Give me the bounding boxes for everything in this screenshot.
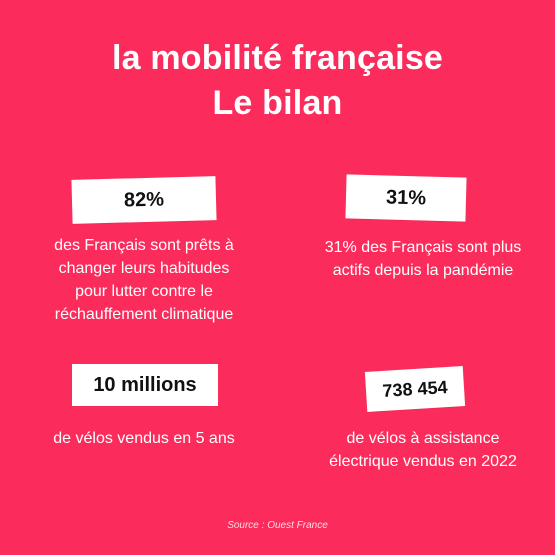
stat-box-10-millions: 10 millions xyxy=(72,364,218,406)
stat-value: 82% xyxy=(123,188,165,212)
source-credit: Source : Ouest France xyxy=(227,520,328,531)
stat-box-31-percent: 31% xyxy=(345,174,467,222)
stat-description-4: de vélos à assistance électrique vendus … xyxy=(290,427,555,473)
title-line-2: Le bilan xyxy=(212,84,343,122)
stat-description-line: changer leurs habitudes xyxy=(58,260,230,277)
stat-description-3: de vélos vendus en 5 ans xyxy=(20,427,268,450)
stat-description-line: de vélos vendus en 5 ans xyxy=(53,430,235,447)
stat-description-line: de vélos à assistance xyxy=(346,430,500,447)
stat-box-82-percent: 82% xyxy=(71,176,217,224)
stat-description-line: pour lutter contre le xyxy=(75,283,213,300)
stat-box-738454: 738 454 xyxy=(364,366,466,412)
stat-value: 738 454 xyxy=(381,377,449,401)
stat-value: 10 millions xyxy=(93,374,197,396)
stat-value: 31% xyxy=(385,186,427,210)
stat-description-line: des Français sont prêts à xyxy=(54,237,234,254)
stat-description-line: électrique vendus en 2022 xyxy=(329,453,517,470)
stat-description-line: réchauffement climatique xyxy=(54,306,234,323)
stat-description-line: actifs depuis la pandémie xyxy=(332,262,514,279)
stat-description-1: des Français sont prêts à changer leurs … xyxy=(20,234,268,326)
stat-description-line: 31% des Français sont plus xyxy=(324,239,522,256)
title-line-1: la mobilité française xyxy=(111,39,444,77)
stat-description-2: 31% des Français sont plus actifs depuis… xyxy=(290,236,555,282)
